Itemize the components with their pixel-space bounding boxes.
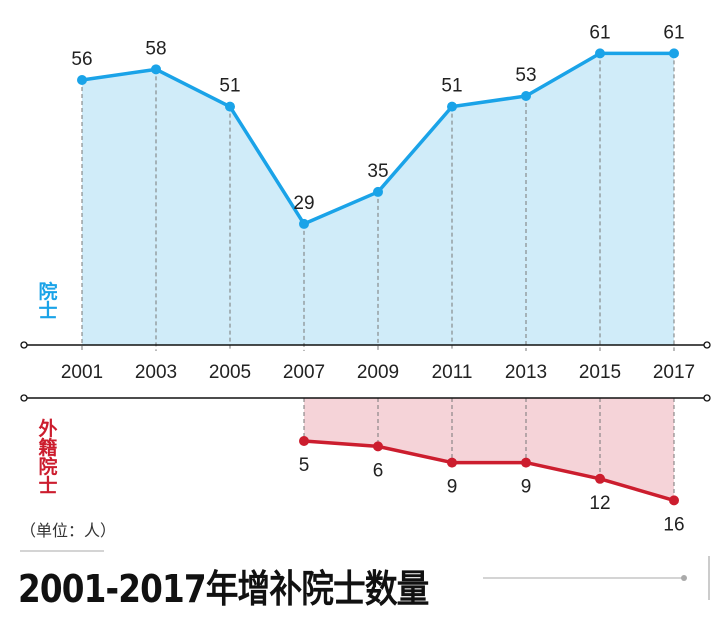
- axis-end-circle: [703, 341, 711, 349]
- data-label: 61: [663, 22, 684, 43]
- data-point: [373, 186, 383, 197]
- data-label: 58: [145, 38, 166, 59]
- series-line-foreign-academicians: [303, 439, 675, 503]
- data-label: 61: [589, 22, 610, 43]
- data-label: 53: [515, 65, 536, 86]
- data-point: [151, 64, 161, 75]
- data-point: [595, 48, 605, 59]
- x-tick-label: 2013: [505, 362, 547, 383]
- x-tick-label: 2003: [135, 362, 177, 383]
- x-tick-label: 2011: [432, 362, 473, 383]
- data-point: [299, 218, 309, 229]
- title-rule-dot: [681, 575, 687, 581]
- data-label: 29: [293, 193, 314, 214]
- data-label: 6: [373, 460, 384, 481]
- axis-end-circle: [20, 394, 28, 402]
- x-tick-label: 2009: [357, 362, 399, 383]
- series-label-academicians: 院士: [38, 281, 58, 322]
- unit-label: （单位：人）: [20, 521, 117, 540]
- data-point: [373, 441, 383, 452]
- data-label: 5: [299, 455, 310, 476]
- data-point: [521, 457, 531, 468]
- data-point: [669, 495, 679, 506]
- x-tick-label: 2017: [653, 362, 695, 383]
- data-label: 35: [367, 161, 388, 182]
- chart-title: 2001-2017年增补院士数量: [18, 567, 429, 611]
- data-label: 9: [521, 477, 532, 498]
- data-label: 51: [219, 76, 240, 97]
- x-tick-label: 2005: [209, 362, 251, 383]
- x-tick-label: 2007: [283, 362, 325, 383]
- data-point: [521, 90, 531, 101]
- x-tick-label: 2015: [579, 362, 621, 383]
- series-label-foreign-academicians: 外籍院士: [38, 418, 58, 497]
- data-point: [447, 101, 457, 112]
- data-point: [225, 101, 235, 112]
- area-fill-foreign-academicians: [304, 398, 674, 501]
- x-tick-label: 2001: [61, 362, 103, 383]
- data-label: 56: [71, 49, 92, 70]
- data-label: 12: [589, 493, 610, 514]
- data-point: [669, 48, 679, 59]
- data-point: [595, 473, 605, 484]
- data-point: [447, 457, 457, 468]
- data-label: 51: [441, 76, 462, 97]
- data-point: [77, 75, 87, 85]
- data-label: 9: [447, 477, 458, 498]
- axis-end-circle: [20, 341, 28, 349]
- data-label: 16: [663, 514, 684, 535]
- data-point: [299, 436, 309, 446]
- axis-end-circle: [703, 394, 711, 402]
